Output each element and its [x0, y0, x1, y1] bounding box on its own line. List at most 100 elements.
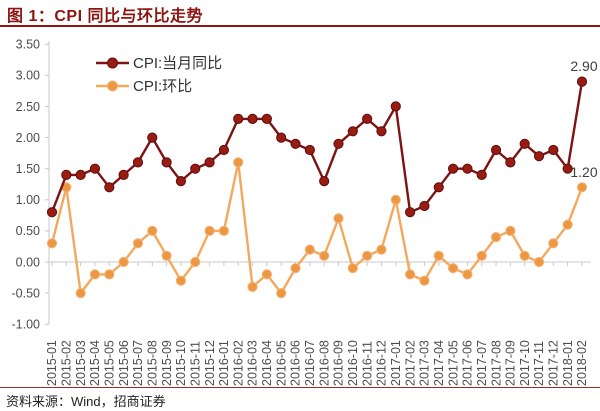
- data-point-mom: [405, 269, 416, 280]
- data-point-yoy: [519, 138, 530, 149]
- x-axis-label: 2015-01: [45, 340, 59, 386]
- y-axis-label: -0.50: [12, 286, 41, 300]
- x-axis-label: 2016-03: [246, 340, 260, 386]
- y-axis-label: 0.50: [16, 224, 40, 238]
- data-point-yoy: [476, 169, 487, 180]
- data-point-yoy: [562, 163, 573, 174]
- data-point-mom: [562, 219, 573, 230]
- x-axis-label: 2016-09: [332, 340, 346, 386]
- title-divider: [0, 25, 600, 27]
- data-point-mom: [104, 269, 115, 280]
- x-axis-label: 2018-01: [561, 340, 575, 386]
- x-axis-label: 2017-08: [489, 340, 503, 386]
- data-point-mom: [319, 250, 330, 261]
- data-point-mom: [447, 263, 459, 274]
- data-point-mom: [304, 244, 315, 255]
- x-axis-label: 2015-09: [160, 340, 174, 386]
- x-axis-label: 2017-01: [389, 340, 403, 386]
- x-axis-label: 2016-06: [289, 340, 303, 386]
- x-axis-label: 2017-02: [403, 340, 417, 386]
- y-axis-label: 2.00: [16, 131, 40, 145]
- data-point-yoy: [218, 144, 229, 156]
- legend-marker: [107, 57, 118, 69]
- data-point-mom: [218, 225, 229, 236]
- data-point-mom: [175, 275, 187, 286]
- data-point-yoy: [261, 113, 272, 125]
- x-axis-label: 2015-05: [102, 340, 116, 386]
- x-axis-label: 2018-02: [575, 340, 589, 386]
- data-point-mom: [490, 232, 502, 243]
- x-axis-label: 2017-10: [518, 340, 532, 386]
- x-axis-label: 2016-02: [231, 340, 245, 386]
- data-point-yoy: [576, 76, 588, 87]
- data-point-mom: [433, 250, 444, 261]
- x-axis-label: 2016-11: [360, 341, 374, 386]
- data-point-yoy: [276, 132, 287, 143]
- data-point-yoy: [304, 144, 315, 156]
- data-point-yoy: [462, 163, 473, 174]
- series-line-mom: [50, 161, 584, 295]
- x-axis-label: 2017-11: [532, 341, 546, 386]
- data-point-yoy: [61, 169, 72, 180]
- x-axis-label: 2015-04: [88, 340, 102, 386]
- data-point-yoy: [548, 144, 559, 156]
- x-axis-label: 2016-01: [217, 340, 231, 386]
- data-point-mom: [190, 256, 201, 268]
- end-value-label-mom: 1.20: [570, 164, 597, 180]
- data-point-mom: [362, 250, 373, 261]
- data-point-mom: [132, 238, 144, 249]
- data-point-yoy: [290, 138, 301, 149]
- data-point-yoy: [132, 157, 144, 168]
- data-point-mom: [390, 194, 401, 205]
- source-note: 资料来源：Wind，招商证券: [6, 394, 166, 409]
- data-point-mom: [118, 256, 129, 268]
- data-point-yoy: [447, 163, 459, 174]
- data-point-yoy: [89, 163, 101, 174]
- data-point-mom: [462, 269, 473, 280]
- data-point-mom: [333, 213, 344, 224]
- legend-item-yoy: CPI:当月同比: [96, 55, 222, 72]
- data-point-mom: [347, 263, 358, 274]
- data-point-yoy: [118, 169, 129, 180]
- x-axis-label: 2015-03: [74, 340, 88, 386]
- data-point-yoy: [419, 200, 430, 212]
- data-point-mom: [161, 250, 172, 261]
- data-point-mom: [46, 238, 58, 249]
- data-point-mom: [576, 182, 588, 193]
- data-point-yoy: [405, 207, 416, 218]
- data-point-yoy: [147, 132, 158, 143]
- x-axis-label: 2017-06: [461, 340, 475, 386]
- data-point-yoy: [46, 207, 58, 218]
- x-axis-label: 2017-09: [504, 340, 518, 386]
- x-axis-label: 2015-12: [203, 340, 217, 386]
- data-point-yoy: [175, 176, 187, 187]
- data-point-yoy: [75, 169, 86, 180]
- data-point-yoy: [333, 138, 344, 149]
- y-axis-label: 1.50: [16, 162, 40, 176]
- x-axis-label: 2017-03: [418, 340, 432, 386]
- x-axis-label: 2017-12: [547, 340, 561, 386]
- legend-label: CPI:当月同比: [133, 55, 222, 72]
- data-point-mom: [419, 275, 430, 286]
- data-point-yoy: [247, 113, 258, 125]
- data-point-yoy: [362, 113, 373, 125]
- data-point-mom: [233, 157, 244, 168]
- x-axis-label: 2015-10: [174, 340, 188, 386]
- data-point-mom: [75, 288, 86, 299]
- data-point-yoy: [505, 157, 516, 168]
- x-axis-label: 2017-07: [475, 340, 489, 386]
- x-axis-label: 2016-07: [303, 340, 317, 386]
- x-axis-label: 2015-02: [60, 340, 74, 386]
- data-point-mom: [290, 263, 301, 274]
- x-axis-label: 2017-04: [432, 340, 446, 386]
- x-axis-label: 2015-08: [145, 340, 159, 386]
- data-point-mom: [533, 256, 545, 268]
- legend-marker: [107, 80, 118, 92]
- data-point-yoy: [104, 182, 115, 193]
- data-point-yoy: [390, 101, 401, 112]
- data-point-mom: [204, 225, 215, 236]
- data-point-mom: [548, 238, 559, 249]
- data-point-mom: [261, 269, 272, 280]
- figure-title: 图 1：CPI 同比与环比走势: [7, 8, 203, 25]
- data-point-yoy: [490, 144, 502, 156]
